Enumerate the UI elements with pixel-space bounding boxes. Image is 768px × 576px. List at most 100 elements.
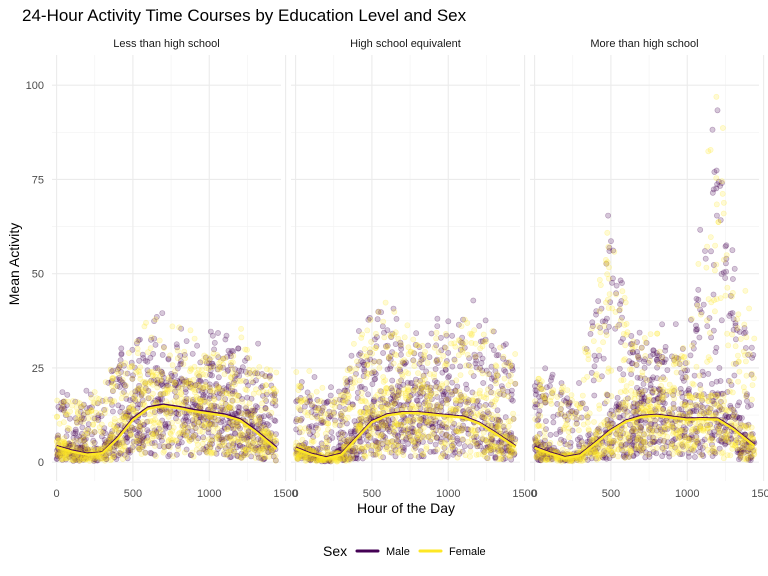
- scatter-point-female: [454, 454, 461, 461]
- scatter-point-female: [361, 346, 368, 352]
- scatter-point-female: [344, 414, 351, 421]
- scatter-point-female: [444, 400, 450, 407]
- scatter-point-female: [392, 329, 399, 336]
- scatter-point-female: [192, 389, 198, 396]
- scatter-point-female: [379, 431, 386, 438]
- scatter-point-female: [61, 409, 68, 415]
- scatter-point-male: [470, 297, 477, 304]
- scatter-point-female: [88, 456, 95, 462]
- scatter-point-female: [461, 316, 468, 323]
- scatter-point-female: [390, 360, 397, 367]
- scatter-point-male: [79, 424, 86, 431]
- scatter-point-male: [227, 353, 234, 360]
- scatter-point-female: [512, 351, 519, 357]
- scatter-point-male: [226, 433, 233, 440]
- scatter-point-male: [101, 425, 108, 431]
- scatter-point-female: [464, 351, 471, 358]
- scatter-point-female: [107, 366, 114, 373]
- scatter-point-female: [372, 344, 379, 351]
- scatter-point-female: [186, 377, 193, 384]
- scatter-point-female: [596, 276, 603, 283]
- scatter-point-male: [472, 360, 479, 367]
- scatter-point-male: [167, 408, 174, 415]
- scatter-point-male: [85, 421, 92, 428]
- scatter-point-female: [412, 428, 419, 435]
- scatter-point-female: [459, 347, 466, 354]
- scatter-point-female: [576, 414, 582, 421]
- scatter-point-male: [617, 277, 624, 284]
- scatter-point-female: [707, 330, 713, 336]
- scatter-point-female: [373, 451, 380, 458]
- scatter-point-female: [564, 387, 571, 393]
- scatter-point-male: [183, 377, 190, 384]
- scatter-point-male: [203, 360, 210, 366]
- scatter-point-male: [272, 418, 279, 424]
- scatter-point-female: [349, 380, 356, 386]
- scatter-point-male: [148, 377, 155, 384]
- scatter-point-female: [430, 426, 437, 432]
- scatter-point-male: [150, 431, 157, 437]
- scatter-point-female: [482, 453, 488, 460]
- scatter-point-female: [89, 414, 96, 421]
- scatter-point-female: [111, 419, 118, 425]
- scatter-point-female: [191, 363, 198, 370]
- scatter-point-female: [219, 399, 226, 406]
- scatter-point-male: [76, 457, 83, 464]
- scatter-point-female: [418, 389, 425, 396]
- scatter-point-female: [617, 306, 624, 313]
- scatter-point-female: [446, 433, 453, 440]
- scatter-point-male: [328, 384, 334, 391]
- scatter-point-male: [55, 435, 61, 442]
- scatter-point-female: [537, 402, 544, 409]
- scatter-point-female: [295, 382, 302, 389]
- scatter-point-female: [497, 344, 503, 351]
- scatter-point-male: [716, 365, 723, 371]
- scatter-point-female: [129, 375, 136, 382]
- scatter-point-male: [232, 410, 238, 417]
- scatter-point-female: [611, 248, 618, 255]
- scatter-point-male: [695, 286, 702, 293]
- scatter-point-female: [137, 445, 144, 452]
- scatter-point-male: [697, 226, 704, 233]
- scatter-point-female: [320, 405, 327, 411]
- scatter-point-female: [196, 402, 203, 409]
- scatter-point-male: [167, 377, 174, 384]
- scatter-point-male: [184, 428, 191, 435]
- scatter-point-male: [229, 397, 236, 404]
- scatter-point-female: [426, 384, 433, 391]
- scatter-point-male: [710, 186, 717, 193]
- scatter-point-male: [207, 371, 213, 378]
- scatter-point-female: [226, 404, 233, 411]
- scatter-point-female: [615, 433, 622, 440]
- scatter-point-female: [489, 442, 496, 449]
- scatter-point-female: [180, 361, 187, 368]
- scatter-point-female: [128, 363, 135, 370]
- scatter-point-female: [170, 453, 176, 459]
- scatter-point-female: [270, 434, 276, 441]
- scatter-point-female: [726, 388, 733, 395]
- scatter-point-female: [194, 441, 201, 448]
- scatter-point-female: [152, 373, 159, 380]
- scatter-point-male: [101, 436, 108, 443]
- scatter-point-male: [158, 377, 165, 384]
- scatter-point-female: [590, 338, 597, 344]
- scatter-point-female: [596, 402, 603, 409]
- scatter-point-female: [655, 432, 662, 439]
- scatter-point-female: [339, 399, 345, 406]
- scatter-point-male: [269, 400, 276, 407]
- scatter-point-male: [137, 401, 143, 408]
- scatter-point-female: [183, 433, 190, 439]
- scatter-point-female: [130, 441, 137, 448]
- scatter-point-female: [431, 344, 438, 351]
- scatter-point-female: [357, 413, 364, 420]
- scatter-point-male: [713, 378, 720, 385]
- scatter-point-female: [198, 397, 205, 404]
- scatter-point-female: [751, 335, 758, 342]
- scatter-point-male: [227, 405, 234, 411]
- scatter-point-female: [391, 308, 398, 315]
- scatter-point-male: [733, 336, 739, 343]
- scatter-point-male: [101, 441, 108, 448]
- scatter-point-male: [659, 321, 665, 328]
- scatter-point-female: [139, 426, 146, 433]
- scatter-point-female: [237, 378, 244, 385]
